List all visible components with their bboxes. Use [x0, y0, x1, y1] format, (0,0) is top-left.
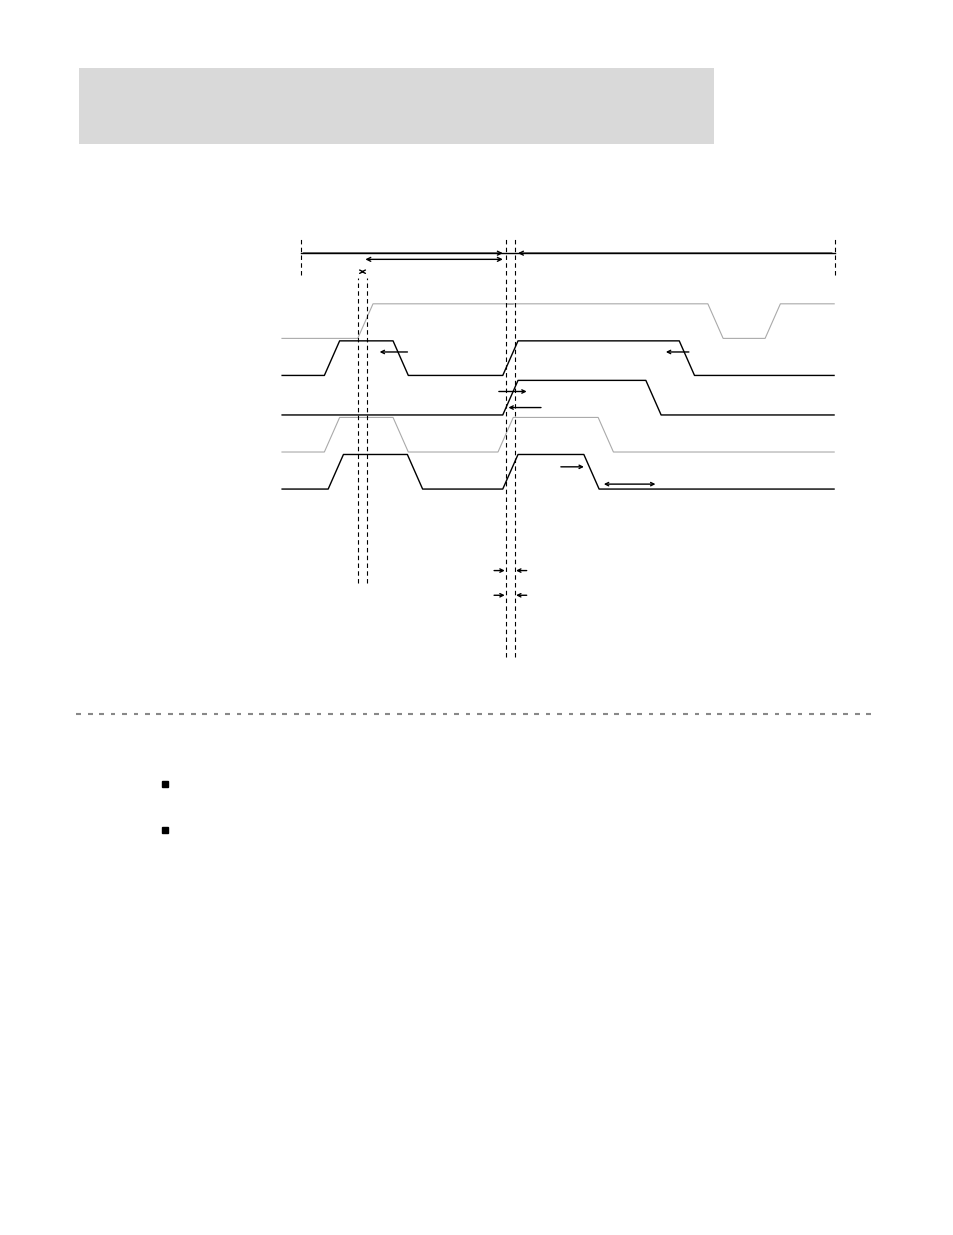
- Bar: [79, 68, 713, 144]
